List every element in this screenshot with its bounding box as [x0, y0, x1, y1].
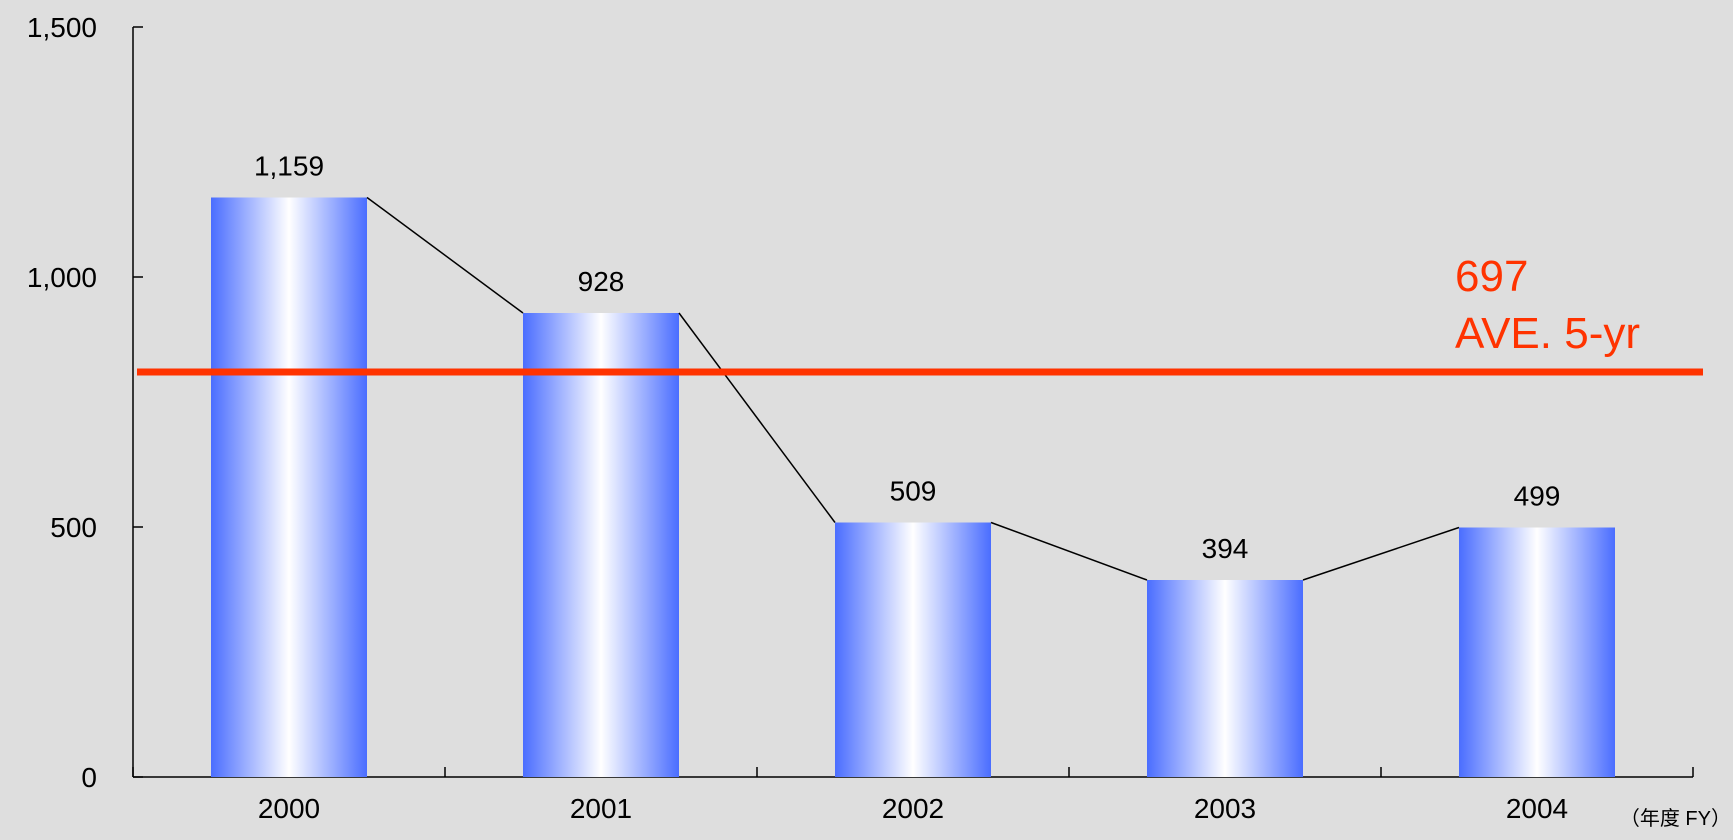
connector-line — [678, 312, 836, 523]
data-label: 509 — [890, 476, 937, 507]
data-labels: 1,159 928 509 394 499 — [254, 151, 1560, 565]
x-unit-label: （年度 FY） — [1620, 807, 1731, 830]
x-tick-label: 2004 — [1506, 793, 1568, 824]
y-tick-label: 1,000 — [27, 262, 97, 293]
bar-2002 — [835, 522, 991, 777]
data-label: 928 — [578, 266, 625, 297]
axes: 0 500 1,000 1,500 2000 2001 2002 2003 2004 （年度 FY… — [27, 12, 1731, 830]
bar-2003 — [1147, 580, 1303, 777]
y-tick-label: 1,500 — [27, 12, 97, 43]
connector-line — [366, 196, 524, 314]
x-tick-label: 2000 — [258, 793, 320, 824]
connector-line — [990, 521, 1148, 581]
bar-2004 — [1459, 527, 1615, 777]
bar-2000 — [211, 197, 367, 777]
connector-line — [1302, 526, 1460, 581]
bars — [211, 197, 1615, 777]
data-label: 1,159 — [254, 151, 324, 182]
average-label: AVE. 5-yr — [1455, 309, 1640, 358]
bar-2001 — [523, 313, 679, 777]
connector-lines — [366, 196, 1460, 581]
data-label: 394 — [1202, 533, 1249, 564]
data-label: 499 — [1514, 481, 1561, 512]
average-value-label: 697 — [1455, 252, 1528, 301]
y-tick-label: 500 — [50, 512, 97, 543]
y-tick-label: 0 — [81, 762, 97, 793]
average-reference: 697 AVE. 5-yr — [137, 252, 1703, 376]
x-tick-label: 2003 — [1194, 793, 1256, 824]
x-tick-label: 2002 — [882, 793, 944, 824]
x-tick-label: 2001 — [570, 793, 632, 824]
